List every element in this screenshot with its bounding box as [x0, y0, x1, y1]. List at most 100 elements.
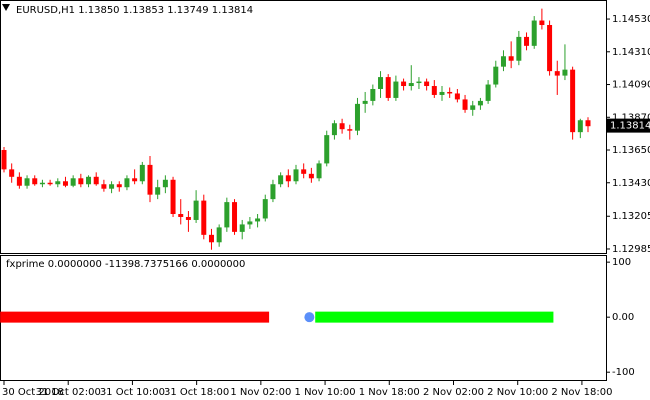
- candle-body: [247, 221, 253, 225]
- candle-body: [462, 99, 468, 110]
- x-tick-label: 31 Oct 02:00: [36, 387, 101, 398]
- candle-body: [208, 234, 214, 243]
- y-tick-label: 1.13650: [612, 145, 650, 156]
- candle-body: [554, 71, 560, 76]
- x-tick-label: 1 Nov 18:00: [359, 387, 420, 398]
- candle-body: [570, 69, 576, 133]
- x-tick-label: 31 Oct 18:00: [164, 387, 229, 398]
- candle-body: [232, 202, 238, 232]
- candle-body: [147, 164, 153, 195]
- candle-body: [408, 83, 414, 87]
- candle-body: [16, 176, 22, 186]
- candle-body: [170, 179, 176, 215]
- candle-body: [124, 178, 130, 188]
- y-tick-label: 1.13430: [612, 178, 650, 189]
- candle-body: [331, 123, 337, 136]
- candle-body: [278, 175, 284, 185]
- y-tick-label: 1.12985: [612, 244, 650, 255]
- candle-body: [308, 173, 314, 179]
- candle-body: [262, 199, 268, 219]
- candle-body: [531, 20, 537, 46]
- candle-body: [547, 25, 553, 72]
- candle-body: [470, 105, 476, 110]
- candle-body: [508, 56, 514, 61]
- candle-body: [1, 150, 7, 170]
- y-tick-label: 1.13205: [612, 211, 650, 222]
- candle-body: [9, 169, 15, 177]
- x-tick-label: 1 Nov 02:00: [230, 387, 291, 398]
- candle-body: [255, 218, 261, 222]
- candle-body: [362, 100, 368, 104]
- candle-body: [216, 227, 222, 243]
- x-tick-label: 2 Nov 18:00: [551, 387, 612, 398]
- candle-body: [424, 81, 430, 87]
- candle-body: [562, 69, 568, 76]
- candle-body: [24, 178, 30, 186]
- y-tick-label: 1.14090: [612, 80, 650, 91]
- x-tick-label: 2 Nov 02:00: [423, 387, 484, 398]
- candle-body: [577, 120, 583, 133]
- candle-body: [86, 176, 92, 185]
- candle-body: [324, 135, 330, 164]
- candle-body: [78, 178, 84, 185]
- candle-body: [431, 86, 437, 95]
- x-tick-label: 1 Nov 10:00: [295, 387, 356, 398]
- candle-body: [354, 103, 360, 131]
- candle-body: [439, 91, 445, 95]
- candle-body: [316, 163, 322, 179]
- candle-body: [401, 81, 407, 87]
- x-tick-label: 2 Nov 10:00: [487, 387, 548, 398]
- candle-body: [477, 100, 483, 106]
- y-tick-label: 0.00: [612, 312, 634, 323]
- last-price-label: 1.13814: [610, 121, 650, 132]
- candle-body: [447, 91, 453, 94]
- candle-body: [224, 202, 230, 228]
- candle-body: [185, 216, 191, 220]
- candle-body: [516, 36, 522, 61]
- x-tick-label: 30 Oct 2018: [2, 387, 64, 398]
- candle-body: [385, 77, 391, 98]
- price-pane: [0, 0, 607, 254]
- candle-body: [132, 178, 138, 182]
- price-title: EURUSD,H1 1.13850 1.13853 1.13749 1.1381…: [16, 5, 253, 16]
- candle-body: [162, 179, 168, 188]
- candle-body: [270, 184, 276, 200]
- pane-arrow: [2, 4, 10, 11]
- candle-body: [32, 178, 38, 185]
- candle-body: [485, 84, 491, 101]
- candle-body: [55, 181, 61, 185]
- last-price-box: [607, 118, 650, 133]
- y-tick-label: 1.14530: [612, 14, 650, 25]
- candle-body: [285, 175, 291, 182]
- candle-body: [39, 182, 45, 185]
- candle-body: [585, 120, 591, 127]
- candle-body: [101, 184, 107, 189]
- candle-body: [370, 88, 376, 101]
- candle-body: [47, 182, 53, 185]
- candle-body: [239, 224, 245, 232]
- candle-body: [109, 184, 115, 189]
- x-tick-label: 31 Oct 10:00: [100, 387, 165, 398]
- y-tick-label: 100: [612, 257, 631, 268]
- candle-body: [301, 169, 307, 174]
- candle-body: [70, 178, 76, 186]
- candle-body: [500, 56, 506, 67]
- candle-body: [393, 81, 399, 98]
- candle-body: [454, 93, 460, 100]
- candle-body: [155, 187, 161, 195]
- candle-body: [116, 184, 122, 188]
- candle-body: [539, 20, 545, 26]
- candle-body: [493, 66, 499, 85]
- candle-body: [178, 214, 184, 217]
- y-tick-label: 1.13870: [612, 112, 650, 123]
- candle-body: [339, 123, 345, 130]
- candle-body: [139, 164, 145, 182]
- candle-body: [416, 81, 422, 84]
- candle-body: [201, 200, 207, 235]
- candle-body: [378, 77, 384, 89]
- signal-dot: [304, 312, 315, 323]
- y-tick-label: 1.14310: [612, 47, 650, 58]
- candle-body: [193, 200, 199, 220]
